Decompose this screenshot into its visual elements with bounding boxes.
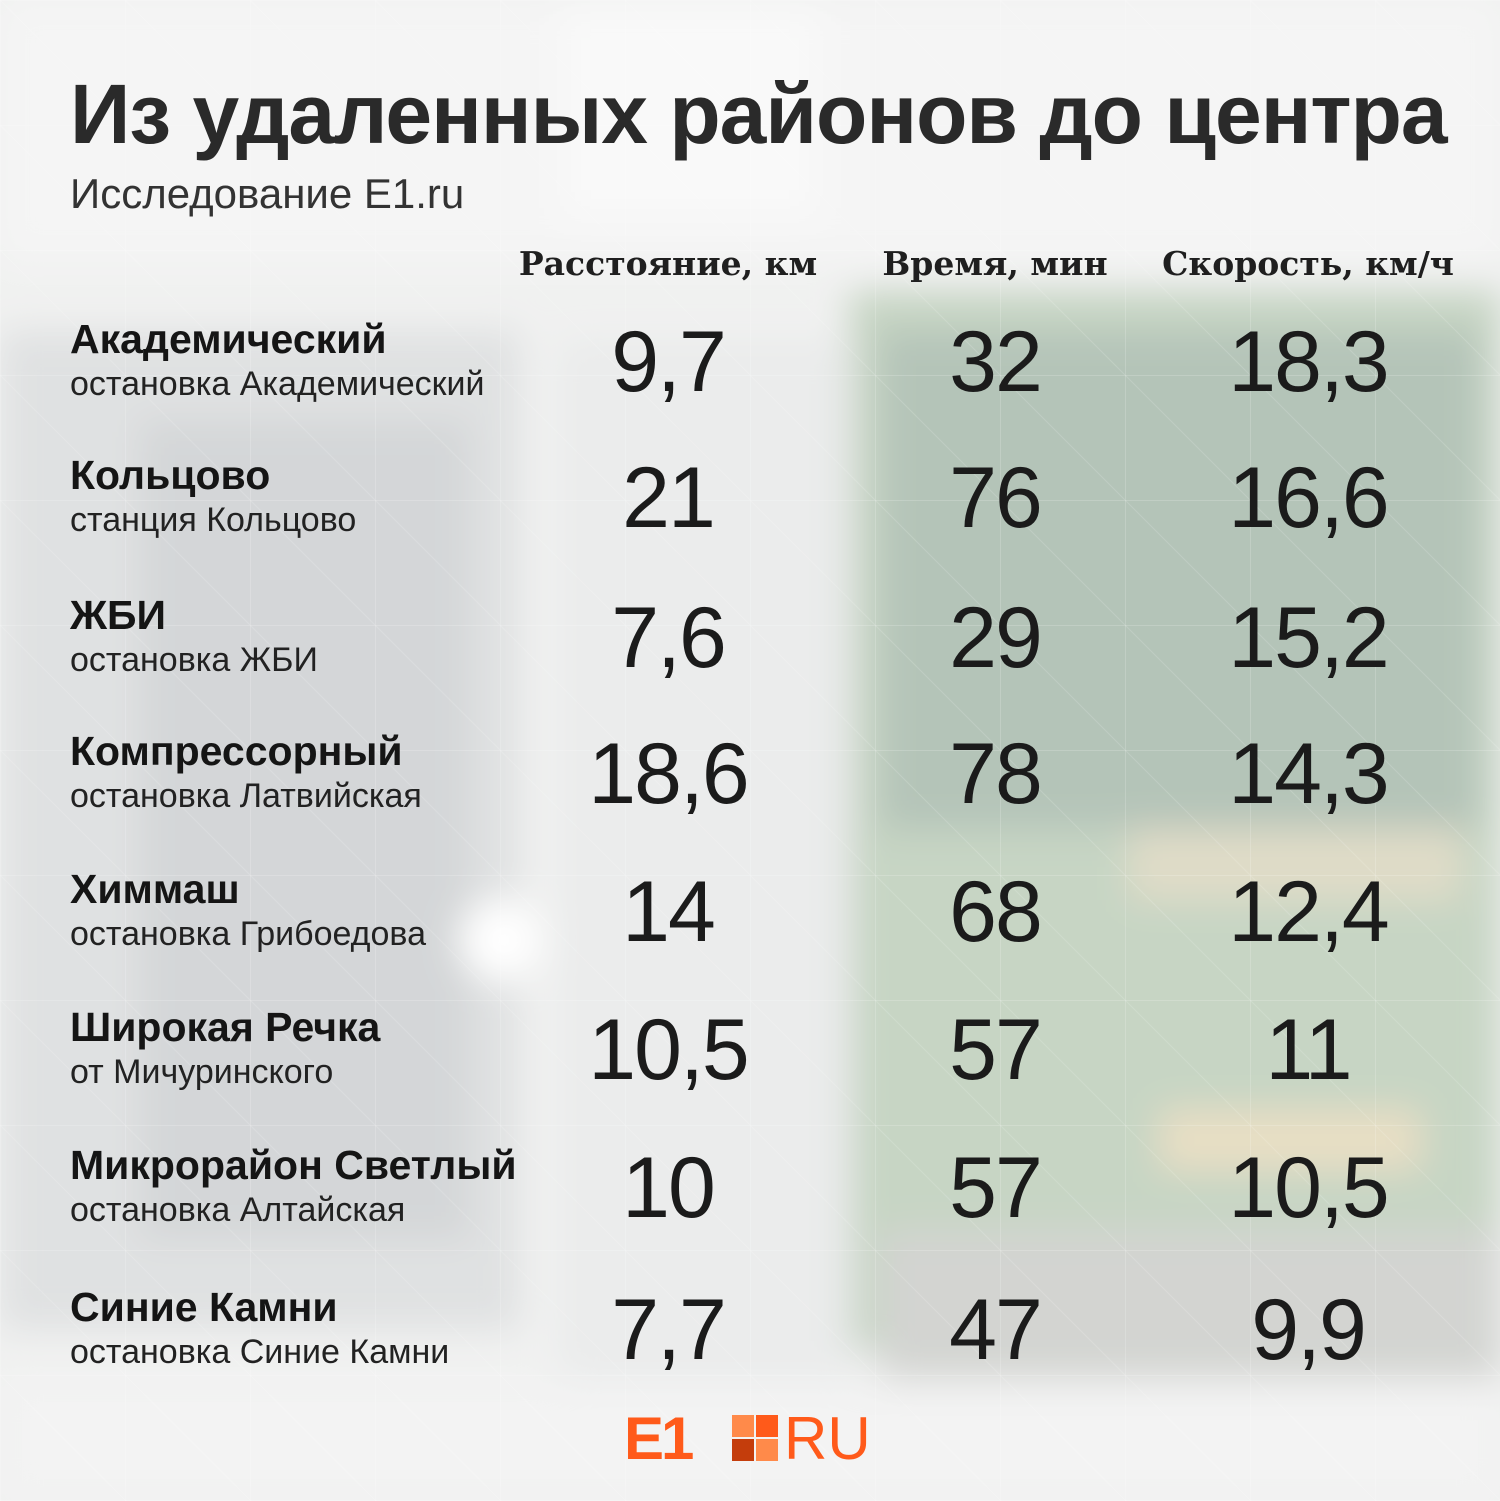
district-name: Широкая Речка [70, 1004, 381, 1050]
time-value: 78 [949, 726, 1043, 822]
speed-value: 12,4 [1228, 864, 1389, 960]
logo-square-icon [732, 1415, 754, 1437]
table-row: Микрорайон Светлый остановка Алтайская 1… [0, 1140, 1500, 1280]
stop-name: остановка Академический [70, 365, 485, 403]
stop-name: остановка ЖБИ [70, 641, 318, 679]
table-row: Химмаш остановка Грибоедова 14 68 12,4 [0, 864, 1500, 1004]
stop-name: остановка Латвийская [70, 777, 422, 815]
time-value: 57 [949, 1002, 1043, 1098]
district-name: Микрорайон Светлый [70, 1142, 517, 1188]
stop-name: остановка Синие Камни [70, 1333, 450, 1371]
column-header-distance: Расстояние, км [518, 244, 818, 283]
table-row: Синие Камни остановка Синие Камни 7,7 47… [0, 1282, 1500, 1422]
distance-value: 10 [622, 1140, 716, 1236]
speed-value: 11 [1265, 1002, 1352, 1098]
column-header-time: Время, мин [882, 244, 1108, 283]
table-row: Широкая Речка от Мичуринского 10,5 57 11 [0, 1002, 1500, 1142]
stop-name: станция Кольцово [70, 501, 357, 539]
time-value: 76 [949, 450, 1043, 546]
time-value: 29 [949, 590, 1043, 686]
stop-name: остановка Алтайская [70, 1191, 406, 1229]
district-name: Синие Камни [70, 1284, 338, 1330]
table-row: Компрессорный остановка Латвийская 18,6 … [0, 726, 1500, 866]
speed-value: 18,3 [1228, 314, 1389, 410]
e1-ru-logo: E1 RU [624, 1412, 871, 1464]
speed-value: 16,6 [1228, 450, 1389, 546]
district-name: ЖБИ [70, 592, 166, 638]
stop-name: от Мичуринского [70, 1053, 334, 1091]
time-value: 68 [949, 864, 1043, 960]
column-header-speed: Скорость, км/ч [1162, 244, 1454, 283]
distance-value: 18,6 [588, 726, 749, 822]
distance-value: 10,5 [588, 1002, 749, 1098]
table-row: Кольцово станция Кольцово 21 76 16,6 [0, 450, 1500, 590]
logo-square-icon [756, 1415, 778, 1437]
speed-value: 15,2 [1228, 590, 1389, 686]
speed-value: 10,5 [1228, 1140, 1389, 1236]
speed-value: 14,3 [1228, 726, 1389, 822]
district-name: Академический [70, 316, 387, 362]
district-name: Химмаш [70, 866, 240, 912]
distance-value: 14 [622, 864, 716, 960]
time-value: 32 [949, 314, 1043, 410]
stop-name: остановка Грибоедова [70, 915, 427, 953]
distance-value: 7,6 [611, 590, 727, 686]
time-value: 57 [949, 1140, 1043, 1236]
page-title: Из удаленных районов до центра [70, 67, 1448, 161]
distance-value: 7,7 [611, 1282, 727, 1378]
logo-square-icon [756, 1439, 778, 1461]
table-row: ЖБИ остановка ЖБИ 7,6 29 15,2 [0, 590, 1500, 730]
speed-value: 9,9 [1251, 1282, 1367, 1378]
table-row: Академический остановка Академический 9,… [0, 314, 1500, 454]
district-name: Кольцово [70, 452, 271, 498]
time-value: 47 [949, 1282, 1043, 1378]
distance-value: 21 [622, 450, 716, 546]
logo-square-icon [732, 1439, 754, 1461]
page-subtitle: Исследование E1.ru [70, 170, 465, 217]
logo-ru-text: RU [784, 1412, 871, 1464]
district-name: Компрессорный [70, 728, 403, 774]
distance-value: 9,7 [611, 314, 727, 410]
logo-e1-text: E1 [624, 1412, 693, 1464]
